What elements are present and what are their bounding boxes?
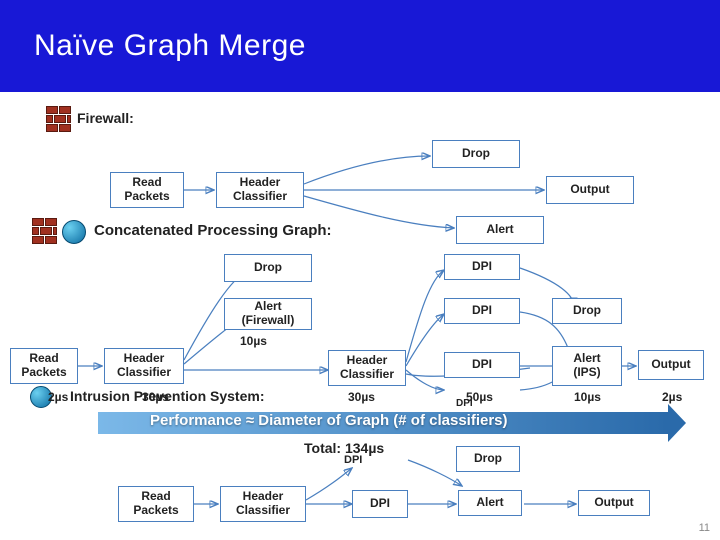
ips-dpi-small: DPI <box>344 454 362 466</box>
cg-dpi3-box: DPI <box>444 352 520 378</box>
cg-drop-box: Drop <box>224 254 312 282</box>
ips-output-box: Output <box>578 490 650 516</box>
ips-read-box: ReadPackets <box>118 486 194 522</box>
timing-10b: 10µs <box>574 390 601 404</box>
cg-read-box: ReadPackets <box>10 348 78 384</box>
timing-2a: 2µs <box>48 390 68 404</box>
ips-hdr-box: HeaderClassifier <box>220 486 306 522</box>
timing-30a: 30µs <box>142 390 169 404</box>
fw-read-box: ReadPackets <box>110 172 184 208</box>
cg-alertips-box: Alert(IPS) <box>552 346 622 386</box>
firewall-icon-2 <box>32 218 58 248</box>
dpi-sublabel: DPI <box>456 398 473 409</box>
fw-drop-box: Drop <box>432 140 520 168</box>
cg-hdr2-box: HeaderClassifier <box>328 350 406 386</box>
ips-dpi-box: DPI <box>352 490 408 518</box>
cg-dpi1-box: DPI <box>444 254 520 280</box>
globe-icon <box>62 220 86 244</box>
fw-header-box: HeaderClassifier <box>216 172 304 208</box>
title-bar: Naïve Graph Merge <box>0 0 720 92</box>
concat-label: Concatenated Processing Graph: <box>94 222 332 239</box>
cg-hdr-box: HeaderClassifier <box>104 348 184 384</box>
firewall-icon <box>46 106 72 136</box>
cg-output-box: Output <box>638 350 704 380</box>
firewall-label: Firewall: <box>77 110 134 126</box>
slide-number: 11 <box>699 522 710 534</box>
timing-2b: 2µs <box>662 390 682 404</box>
timing-30b: 30µs <box>348 390 375 404</box>
ips-drop-box: Drop <box>456 446 520 472</box>
fw-output-box: Output <box>546 176 634 204</box>
cg-dpi2-box: DPI <box>444 298 520 324</box>
fw-alert-box: Alert <box>456 216 544 244</box>
perf-text: Performance ≈ Diameter of Graph (# of cl… <box>150 412 508 429</box>
cg-drop2-box: Drop <box>552 298 622 324</box>
slide-title: Naïve Graph Merge <box>34 29 306 63</box>
timing-10: 10µs <box>240 334 267 348</box>
cg-alertfw-box: Alert(Firewall) <box>224 298 312 330</box>
diagram-area: Firewall: ReadPackets HeaderClassifier D… <box>0 92 720 540</box>
ips-alert-box: Alert <box>458 490 522 516</box>
